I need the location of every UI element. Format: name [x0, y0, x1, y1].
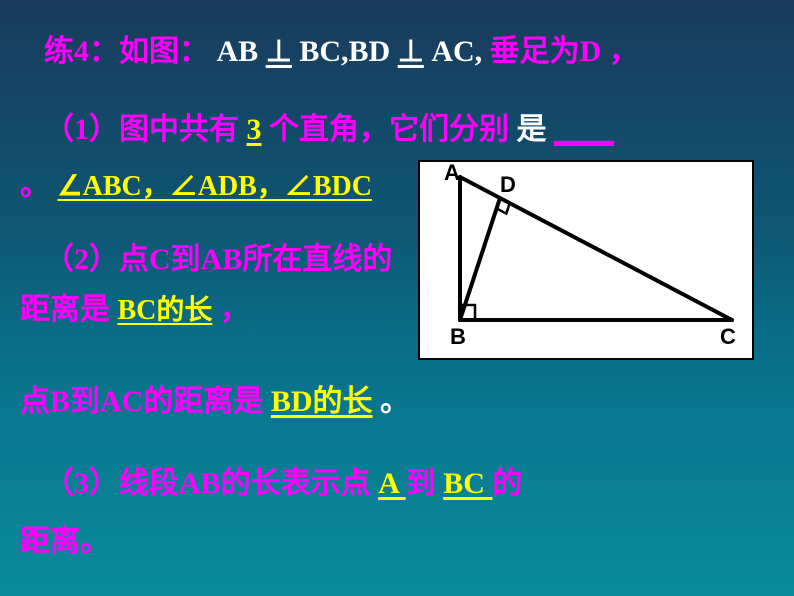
l1-ab: AB: [217, 35, 259, 68]
l1-perp1: ⊥: [266, 35, 292, 68]
l1-suffix: 垂足为D ，: [490, 35, 639, 68]
l4-text: （2）点C到AB所在直线的: [44, 243, 392, 276]
l6-period: 。: [380, 385, 410, 418]
l7-prefix: （3）线段AB的长表示点: [44, 467, 371, 500]
l1-prefix: 练4：如图：: [44, 35, 209, 68]
line-6: 点B到AC的距离是 BD的长 。: [20, 376, 410, 420]
l1-ac: AC,: [431, 35, 482, 68]
l7-suffix: 的: [492, 467, 522, 500]
svg-text:C: C: [720, 324, 736, 349]
line-8: 距离。: [20, 516, 110, 560]
l2-blank: ____: [554, 113, 614, 146]
l6-prefix: 点B到AC的距离是: [20, 385, 271, 418]
line-1: 练4：如图： AB ⊥ BC,BD ⊥ AC, 垂足为D ，: [44, 26, 639, 70]
l2-open: （1）图中共有: [44, 113, 239, 146]
triangle-svg: A B C D: [420, 162, 756, 362]
l1-bc: BC,BD: [299, 35, 390, 68]
l2-mid: 个直角，它们分别: [269, 113, 509, 146]
l6-answer: BD的长: [271, 385, 373, 418]
line-3: 。 ∠ABC，∠ADB，∠BDC: [20, 160, 372, 204]
l5-comma: ，: [220, 293, 250, 326]
l7-a1: A: [378, 467, 406, 500]
line-2: （1）图中共有 3 个直角，它们分别 是 ____: [44, 104, 614, 148]
l3-period: 。: [20, 169, 50, 202]
l2-count: 3: [247, 113, 262, 146]
l7-mid: 到: [406, 467, 436, 500]
svg-text:A: A: [444, 162, 460, 185]
svg-text:D: D: [500, 172, 516, 197]
l2-be: 是: [517, 113, 547, 146]
l8-text: 距离。: [20, 525, 110, 558]
l1-perp2: ⊥: [398, 35, 424, 68]
l5-answer: BC的长: [118, 295, 213, 326]
l5-prefix: 距离是: [20, 293, 110, 326]
svg-text:B: B: [450, 324, 466, 349]
line-7: （3）线段AB的长表示点 A 到 BC 的: [44, 458, 522, 502]
l7-a2: BC: [443, 467, 492, 500]
triangle-diagram: A B C D: [418, 160, 754, 360]
line-5: 距离是 BC的长 ，: [20, 284, 250, 328]
line-4: （2）点C到AB所在直线的: [44, 234, 392, 278]
l3-answer: ∠ABC，∠ADB，∠BDC: [58, 171, 372, 202]
